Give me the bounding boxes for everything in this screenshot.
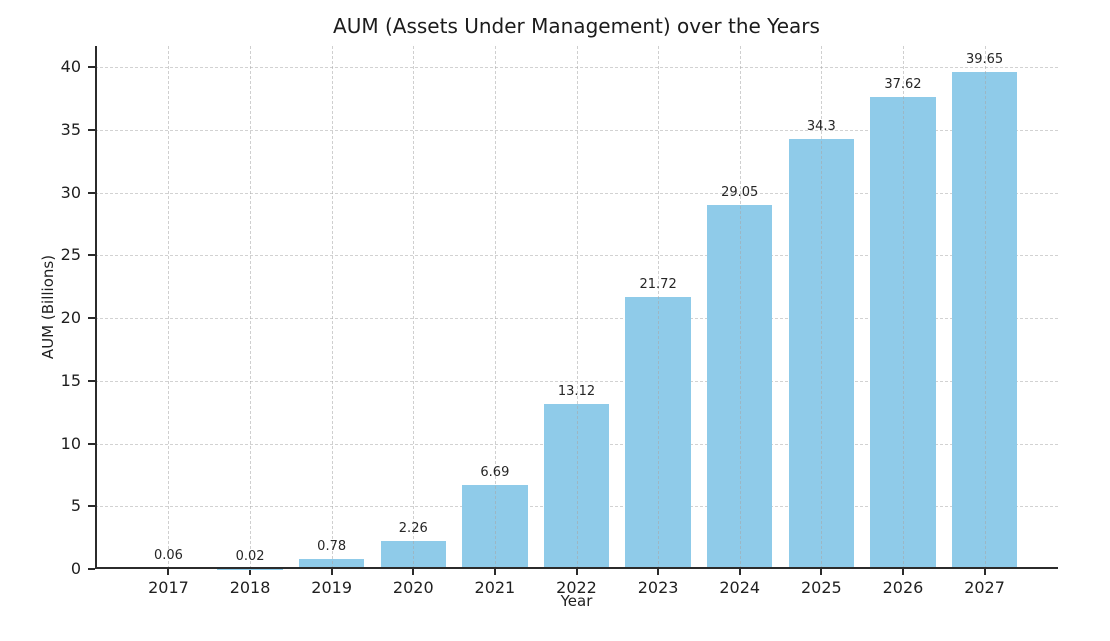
y-tick-label: 0	[70, 559, 81, 578]
x-tick-label: 2021	[474, 578, 516, 597]
bar-value-label: 39.65	[965, 51, 1004, 67]
x-tick-mark	[983, 569, 986, 575]
x-tick-label: 2025	[800, 578, 842, 597]
x-tick-mark	[738, 569, 741, 575]
y-tick-label: 5	[70, 496, 81, 516]
y-tick-label: 30	[60, 182, 81, 202]
x-tick-mark	[657, 569, 660, 575]
x-gridline	[821, 46, 823, 569]
x-tick-label: 2017	[148, 578, 189, 597]
x-gridline	[984, 46, 986, 569]
y-tick-label: 15	[60, 370, 81, 390]
x-tick-label: 2018	[229, 578, 271, 597]
y-tick-mark	[88, 505, 95, 508]
x-gridline	[168, 46, 170, 569]
y-axis-spine	[95, 46, 97, 569]
x-gridline	[494, 46, 496, 569]
y-tick-mark	[88, 66, 95, 69]
x-gridline	[902, 46, 904, 569]
x-tick-mark	[575, 569, 578, 575]
x-tick-label: 2026	[882, 578, 924, 597]
bar-value-label: 34.3	[806, 118, 836, 134]
x-tick-label: 2022	[556, 578, 597, 597]
x-tick-label: 2027	[964, 578, 1005, 597]
bar-value-label: 21.72	[639, 276, 677, 292]
y-tick-label: 40	[60, 57, 81, 77]
x-tick-mark	[167, 569, 170, 575]
x-gridline	[658, 46, 660, 569]
x-gridline	[413, 46, 415, 569]
bar-value-label: 13.12	[557, 384, 596, 400]
x-axis-label: Year	[560, 592, 593, 610]
x-tick-mark	[330, 569, 333, 575]
x-gridline	[739, 46, 741, 569]
x-tick-mark	[249, 569, 252, 575]
y-tick-mark	[88, 191, 95, 194]
y-tick-mark	[88, 129, 95, 132]
y-axis-label: AUM (Billions)	[39, 254, 57, 360]
y-tick-mark	[88, 254, 95, 257]
bar-value-label: 0.06	[153, 548, 183, 564]
bar-value-label: 0.78	[317, 539, 347, 555]
x-tick-label: 2019	[311, 578, 353, 597]
y-tick-label: 20	[60, 308, 81, 328]
y-tick-label: 25	[60, 245, 81, 265]
bar	[870, 97, 936, 569]
x-gridline	[331, 46, 333, 569]
bar	[707, 204, 773, 569]
x-tick-mark	[901, 569, 904, 575]
y-tick-mark	[88, 317, 95, 320]
x-tick-mark	[493, 569, 496, 575]
bar-value-label: 2.26	[398, 520, 428, 536]
bar-value-label: 29.05	[721, 184, 759, 200]
y-tick-label: 35	[60, 120, 81, 140]
x-axis-spine	[95, 567, 1058, 569]
x-tick-label: 2023	[637, 578, 679, 597]
y-tick-mark	[88, 379, 95, 382]
x-tick-mark	[412, 569, 415, 575]
bar	[625, 296, 691, 569]
bar-value-label: 6.69	[480, 465, 510, 481]
x-gridline	[576, 46, 578, 569]
bar	[788, 138, 854, 569]
x-tick-mark	[820, 569, 823, 575]
plot-area: 0 5 10 15 20 25 30 35 40 0.06 2017 0.02 2018 0.78 2019…	[61, 46, 1058, 597]
bar-value-label: 0.02	[235, 548, 265, 564]
y-tick-mark	[88, 568, 95, 570]
y-tick-label: 10	[60, 433, 81, 453]
y-tick-mark	[88, 442, 95, 445]
chart-title: AUM (Assets Under Management) over the Y…	[333, 14, 820, 38]
bar	[543, 404, 610, 569]
x-tick-label: 2024	[719, 578, 761, 597]
x-gridline	[250, 46, 252, 569]
bar-value-label: 37.62	[884, 77, 922, 93]
x-tick-label: 2020	[392, 578, 434, 597]
